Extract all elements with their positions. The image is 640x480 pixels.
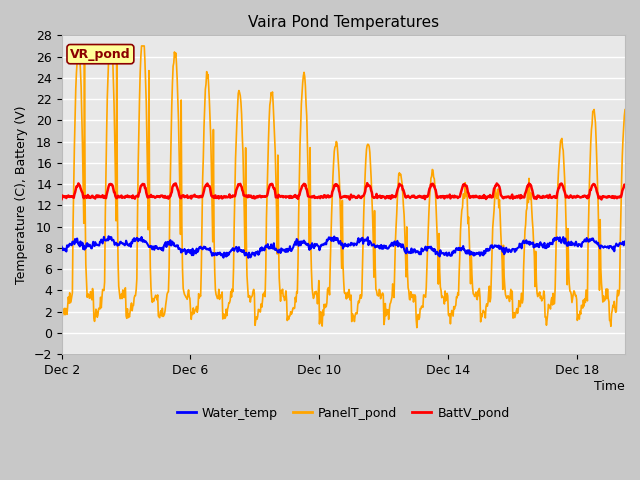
- Text: VR_pond: VR_pond: [70, 48, 131, 60]
- Y-axis label: Temperature (C), Battery (V): Temperature (C), Battery (V): [15, 106, 28, 284]
- Title: Vaira Pond Temperatures: Vaira Pond Temperatures: [248, 15, 439, 30]
- Legend: Water_temp, PanelT_pond, BattV_pond: Water_temp, PanelT_pond, BattV_pond: [172, 402, 515, 425]
- X-axis label: Time: Time: [595, 380, 625, 393]
